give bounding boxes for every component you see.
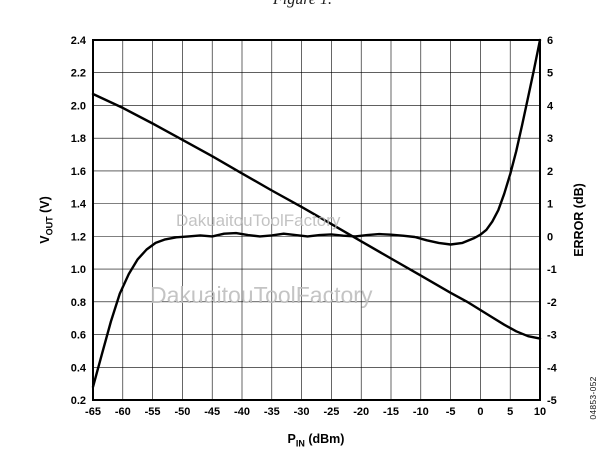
left-y-tick-label: 2.2 [71,68,86,80]
x-tick-label: -55 [145,406,161,418]
x-tick-label: -45 [204,406,220,418]
left-y-tick-label: 2.0 [71,100,86,112]
left-y-tick-label: 1.2 [71,231,86,243]
left-y-axis-title: VOUT (V) [38,196,55,243]
left-y-tick-label: 0.4 [71,362,87,374]
right-y-tick-label: 5 [547,68,553,80]
x-tick-label: 0 [477,406,483,418]
right-y-tick-label: -3 [547,330,557,342]
left-y-tick-label: 1.0 [71,264,86,276]
error-curve [91,38,542,389]
right-y-tick-label: -1 [547,264,557,276]
left-y-tick-label: 0.2 [71,395,86,407]
figure-number: 04853-052 [588,376,598,420]
x-tick-label: -25 [323,406,339,418]
right-y-tick-label: 3 [547,133,553,145]
x-tick-label: -40 [234,406,250,418]
x-tick-label: -50 [174,406,190,418]
left-y-tick-label: 0.8 [71,297,86,309]
x-axis-title-rest: (dBm) [304,432,345,446]
left-y-tick-label: 1.6 [71,166,86,178]
left-y-tick-label: 1.8 [71,133,86,145]
figure-caption: Figure 1. [0,0,605,9]
x-axis-title-sub: IN [295,438,305,449]
x-tick-label: -5 [446,406,456,418]
x-tick-label: -15 [383,406,399,418]
x-tick-label: -35 [264,406,280,418]
right-y-tick-label: 4 [547,100,554,112]
x-tick-label: 5 [507,406,513,418]
right-y-tick-label: 0 [547,231,553,243]
right-y-tick-label: -5 [547,395,557,407]
left-y-tick-label: 1.4 [71,199,87,211]
right-y-tick-label: -2 [547,297,557,309]
x-tick-label: -60 [115,406,131,418]
left-y-axis-title-main: V [37,235,52,244]
right-y-tick-label: 1 [547,199,553,211]
x-tick-label: -20 [353,406,369,418]
x-axis-title: PIN (dBm) [288,432,345,449]
x-tick-label: 10 [534,406,546,418]
left-y-axis-title-sub: OUT [44,216,55,236]
left-y-tick-label: 2.4 [71,35,87,47]
vout-curve [91,92,542,340]
right-y-tick-label: 6 [547,35,553,47]
x-tick-label: -30 [294,406,310,418]
plot-border [92,39,541,401]
right-y-tick-label: -4 [547,362,558,374]
right-y-tick-label: 2 [547,166,553,178]
left-y-tick-label: 0.6 [71,330,86,342]
x-axis-title-main: P [287,432,296,446]
right-y-axis-title: ERROR (dB) [572,183,586,257]
left-y-axis-title-rest: (V) [37,196,52,217]
x-tick-label: -65 [85,406,101,418]
x-tick-label: -10 [413,406,429,418]
